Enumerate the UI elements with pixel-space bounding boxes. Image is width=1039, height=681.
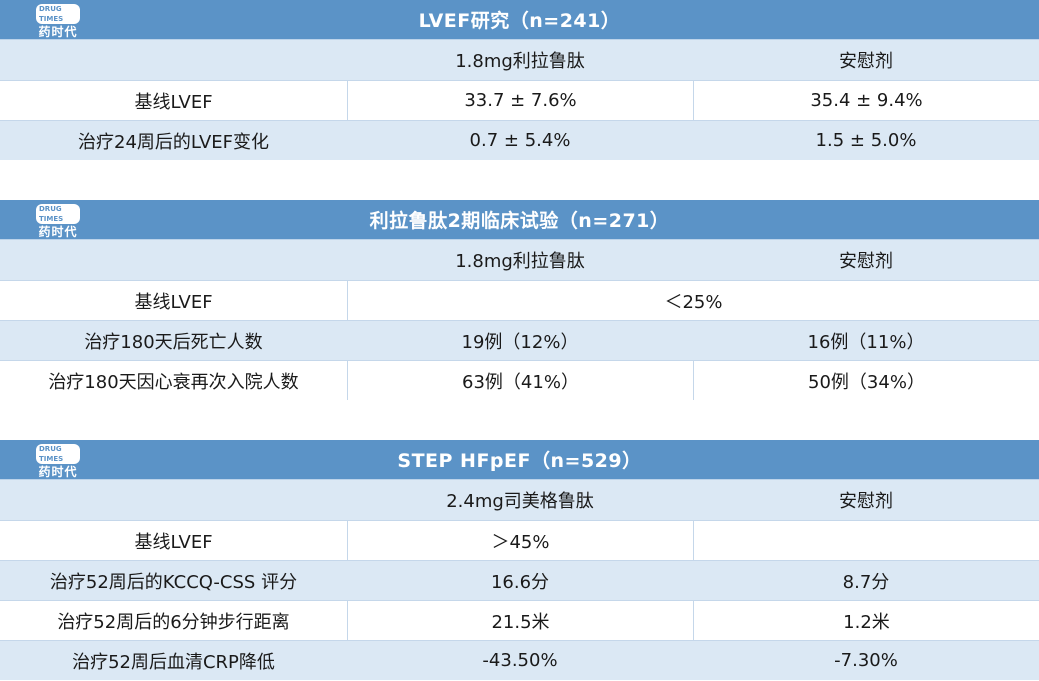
table-row: 治疗52周后的6分钟步行距离 21.5米 1.2米	[0, 600, 1039, 640]
row-label: 治疗52周后的6分钟步行距离	[57, 611, 290, 633]
drug-value: 63例（41%）	[347, 361, 693, 400]
table-header-row: 2.4mg司美格鲁肽 安慰剂	[0, 480, 1039, 520]
drugtimes-logo: DRUG TIMES 药时代	[36, 444, 80, 479]
logo-badge: DRUG TIMES	[36, 4, 80, 24]
section-title: LVEF研究（n=241）	[418, 10, 621, 32]
row-label: 基线LVEF	[134, 91, 213, 113]
header-cell-empty	[0, 480, 347, 520]
section-title-bar: DRUG TIMES 药时代 利拉鲁肽2期临床试验（n=271）	[0, 200, 1039, 240]
row-label: 治疗24周后的LVEF变化	[78, 131, 269, 153]
row-label: 治疗180天后死亡人数	[84, 331, 263, 353]
placebo-value: 16例（11%）	[807, 331, 925, 353]
table-step-hfpef: DRUG TIMES 药时代 STEP HFpEF（n=529） 2.4mg司美…	[0, 440, 1039, 680]
row-label: 治疗52周后血清CRP降低	[72, 651, 275, 673]
placebo-value: 1.5 ± 5.0%	[815, 130, 917, 151]
table-lvef-study: DRUG TIMES 药时代 LVEF研究（n=241） 1.8mg利拉鲁肽 安…	[0, 0, 1039, 160]
row-label: 基线LVEF	[134, 531, 213, 553]
table-row: 基线LVEF ＜25%	[0, 280, 1039, 320]
row-label: 基线LVEF	[134, 291, 213, 313]
drug-value: 21.5米	[347, 601, 693, 640]
header-cell-placebo: 安慰剂	[839, 491, 893, 512]
placebo-value: 8.7分	[842, 571, 890, 593]
logo-text: 药时代	[38, 465, 78, 479]
header-cell-drug: 2.4mg司美格鲁肽	[446, 491, 594, 512]
section-title-bar: DRUG TIMES 药时代 STEP HFpEF（n=529）	[0, 440, 1039, 480]
drug-value: 16.6分	[490, 571, 550, 593]
section-title: 利拉鲁肽2期临床试验（n=271）	[369, 210, 670, 232]
logo-badge: DRUG TIMES	[36, 444, 80, 464]
header-cell-empty	[0, 40, 347, 80]
header-cell-drug: 1.8mg利拉鲁肽	[455, 51, 585, 72]
table-row: 基线LVEF 33.7 ± 7.6% 35.4 ± 9.4%	[0, 80, 1039, 120]
header-cell-placebo: 安慰剂	[839, 251, 893, 272]
header-cell-placebo: 安慰剂	[839, 51, 893, 72]
placebo-value	[693, 521, 1039, 560]
table-row: 治疗24周后的LVEF变化 0.7 ± 5.4% 1.5 ± 5.0%	[0, 120, 1039, 160]
table-row: 基线LVEF ＞45%	[0, 520, 1039, 560]
drug-value: 33.7 ± 7.6%	[347, 81, 693, 120]
drug-value: -43.50%	[482, 650, 558, 671]
drug-value: 19例（12%）	[461, 331, 579, 353]
table-header-row: 1.8mg利拉鲁肽 安慰剂	[0, 40, 1039, 80]
table-row: 治疗180天后死亡人数 19例（12%） 16例（11%）	[0, 320, 1039, 360]
merged-value: ＜25%	[347, 281, 1039, 320]
table-header-row: 1.8mg利拉鲁肽 安慰剂	[0, 240, 1039, 280]
section-gap	[0, 160, 1039, 200]
header-cell-drug: 1.8mg利拉鲁肽	[455, 251, 585, 272]
row-label: 治疗180天因心衰再次入院人数	[48, 371, 299, 393]
row-label: 治疗52周后的KCCQ-CSS 评分	[49, 571, 298, 593]
table-row: 治疗52周后的KCCQ-CSS 评分 16.6分 8.7分	[0, 560, 1039, 600]
table-row: 治疗52周后血清CRP降低 -43.50% -7.30%	[0, 640, 1039, 680]
drug-value: 0.7 ± 5.4%	[469, 130, 571, 151]
logo-text: 药时代	[38, 225, 78, 239]
section-title: STEP HFpEF（n=529）	[397, 450, 642, 472]
drug-value: ＞45%	[347, 521, 693, 560]
placebo-value: -7.30%	[834, 650, 898, 671]
placebo-value: 1.2米	[693, 601, 1039, 640]
table-liraglutide-phase2: DRUG TIMES 药时代 利拉鲁肽2期临床试验（n=271） 1.8mg利拉…	[0, 200, 1039, 400]
logo-text: 药时代	[38, 25, 78, 39]
header-cell-empty	[0, 240, 347, 280]
logo-badge: DRUG TIMES	[36, 204, 80, 224]
drugtimes-logo: DRUG TIMES 药时代	[36, 204, 80, 239]
section-title-bar: DRUG TIMES 药时代 LVEF研究（n=241）	[0, 0, 1039, 40]
drugtimes-logo: DRUG TIMES 药时代	[36, 4, 80, 39]
placebo-value: 50例（34%）	[693, 361, 1039, 400]
table-row: 治疗180天因心衰再次入院人数 63例（41%） 50例（34%）	[0, 360, 1039, 400]
placebo-value: 35.4 ± 9.4%	[693, 81, 1039, 120]
section-gap	[0, 400, 1039, 440]
